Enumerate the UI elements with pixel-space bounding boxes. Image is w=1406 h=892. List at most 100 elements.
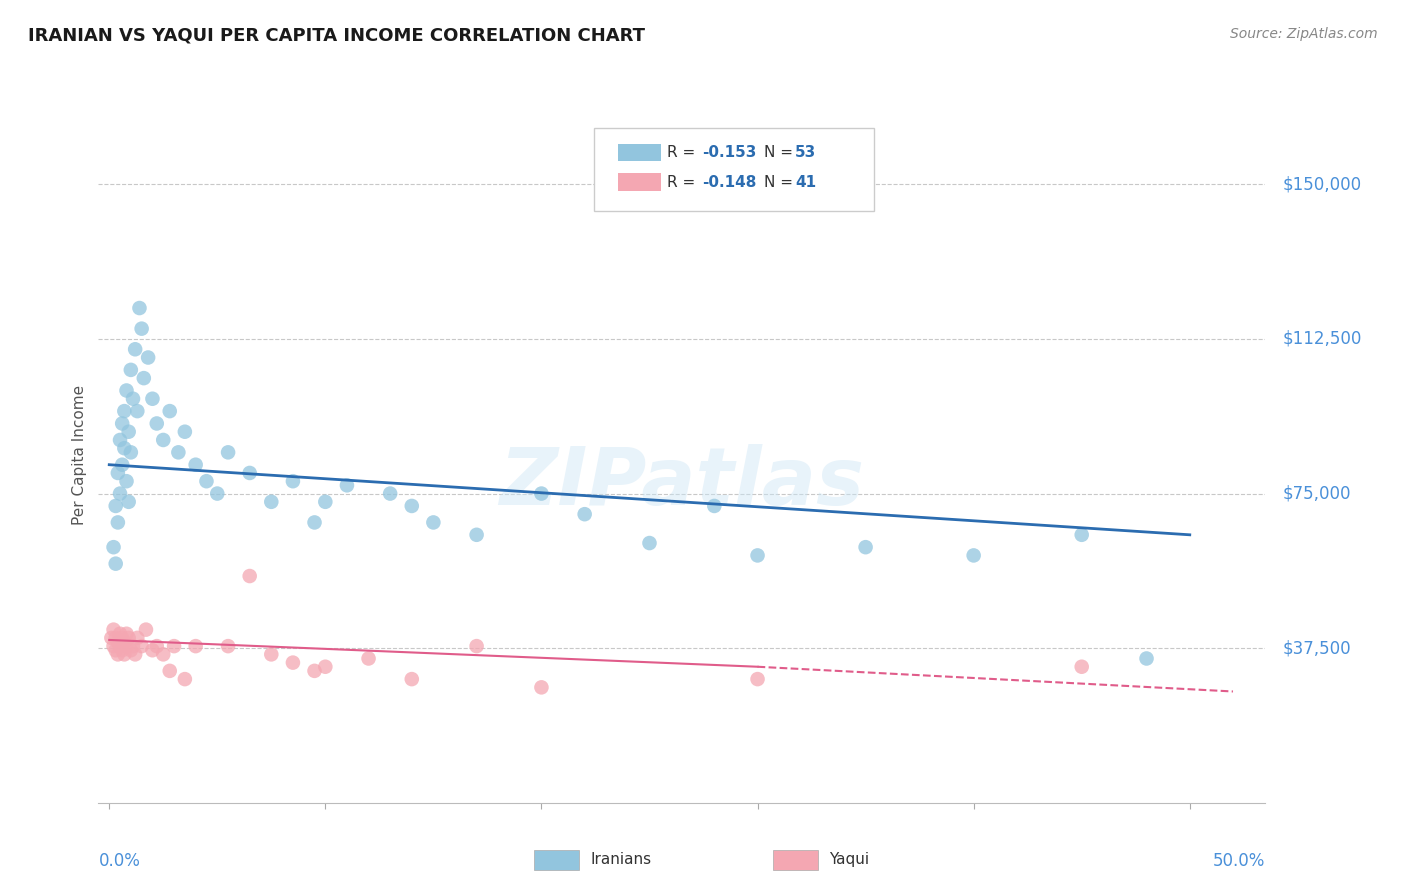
Point [127,631,149,645]
Point [115,626,138,640]
Point [104,631,127,645]
Point [159,664,181,678]
Point [962,549,984,563]
Point [108,433,131,447]
Point [217,445,239,459]
Text: R =: R = [666,145,700,160]
Text: Yaqui: Yaqui [830,853,870,867]
Text: R =: R = [666,175,700,190]
Point [304,516,326,530]
Point [747,549,769,563]
Text: Source: ZipAtlas.com: Source: ZipAtlas.com [1230,27,1378,41]
FancyBboxPatch shape [617,173,661,191]
Point [703,499,725,513]
Point [1135,651,1157,665]
Point [100,631,122,645]
Text: N =: N = [763,175,797,190]
Point [1070,659,1092,673]
Text: -0.153: -0.153 [702,145,756,160]
Point [118,495,141,509]
Text: N =: N = [763,145,797,160]
Point [131,321,153,335]
Point [281,656,304,670]
FancyBboxPatch shape [617,144,661,161]
Point [167,445,190,459]
Point [103,623,125,637]
Point [107,466,129,480]
Point [111,417,134,431]
Point [422,516,444,530]
Point [141,643,163,657]
Text: 53: 53 [796,145,817,160]
Point [120,445,142,459]
Point [638,536,661,550]
Point [107,648,129,662]
Point [141,392,163,406]
Point [107,516,129,530]
Point [239,466,262,480]
Point [103,639,125,653]
Point [115,639,138,653]
Text: $112,500: $112,500 [1282,330,1362,348]
Point [132,371,155,385]
Point [120,363,142,377]
Point [111,458,134,472]
Y-axis label: Per Capita Income: Per Capita Income [72,384,87,525]
Point [152,648,174,662]
Point [115,384,138,398]
Point [108,639,131,653]
FancyBboxPatch shape [595,128,875,211]
Point [401,672,423,686]
Point [357,651,380,665]
Point [103,540,125,554]
Point [159,404,181,418]
Point [111,631,134,645]
Point [336,478,359,492]
Text: IRANIAN VS YAQUI PER CAPITA INCOME CORRELATION CHART: IRANIAN VS YAQUI PER CAPITA INCOME CORRE… [28,27,645,45]
Point [465,528,488,542]
Point [173,425,195,439]
Point [195,474,218,488]
Point [574,507,596,521]
Text: -0.148: -0.148 [702,175,756,190]
Point [104,643,127,657]
Point [124,343,146,357]
Point [401,499,423,513]
Point [239,569,262,583]
Point [107,635,129,649]
Point [112,648,135,662]
Point [855,540,877,554]
Point [163,639,186,653]
Point [111,643,134,657]
Point [112,441,135,455]
Text: $75,000: $75,000 [1282,484,1351,502]
Point [122,639,145,653]
Point [108,626,131,640]
Point [314,659,336,673]
Point [124,648,146,662]
Point [217,639,239,653]
Point [104,557,127,571]
Point [304,664,326,678]
Point [135,623,157,637]
Point [136,351,159,365]
Point [530,486,553,500]
Point [115,474,138,488]
Point [131,639,153,653]
Point [184,458,207,472]
Point [120,643,142,657]
Point [112,404,135,418]
Point [122,392,145,406]
Point [152,433,174,447]
Point [112,635,135,649]
Point [108,486,131,500]
Text: 0.0%: 0.0% [98,852,141,870]
Point [184,639,207,653]
Point [747,672,769,686]
Point [128,301,150,315]
Point [207,486,229,500]
Point [118,425,141,439]
Text: Iranians: Iranians [591,853,651,867]
Point [146,639,169,653]
Point [1070,528,1092,542]
